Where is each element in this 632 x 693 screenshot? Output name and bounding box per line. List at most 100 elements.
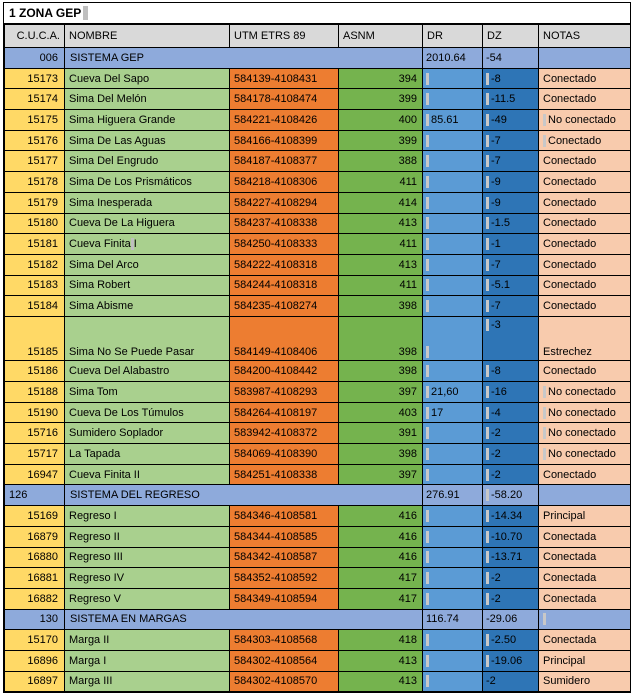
cell-nombre[interactable]: Regreso III [64,546,230,569]
cell-cuca[interactable]: 15170 [4,629,65,651]
cell-asnm[interactable]: 413 [338,212,423,235]
cell-dr[interactable] [422,587,483,610]
cell-notas[interactable]: Conectado [538,360,631,383]
cell-notas[interactable]: Sumidero [538,670,631,693]
cell-cuca[interactable]: 15179 [4,191,65,214]
cell-asnm[interactable]: 399 [338,129,423,152]
cell-utm[interactable]: 584264-4108197 [229,401,339,424]
header-dz[interactable]: DZ [482,24,539,48]
cell-cuca[interactable]: 16881 [4,567,65,589]
cell-asnm[interactable]: 398 [338,443,423,465]
cell-cuca[interactable]: 15180 [4,212,65,235]
cell-dr[interactable]: 276.91 [422,484,483,507]
cell-notas[interactable] [538,608,631,631]
cell-cuca[interactable]: 16879 [4,525,65,548]
cell-notas[interactable]: Conectada [538,567,631,589]
cell-asnm[interactable]: 397 [338,381,423,403]
cell-nombre[interactable]: SISTEMA DEL REGRESO [64,484,423,507]
cell-notas[interactable]: Conectado [538,171,631,193]
cell-utm[interactable]: 584344-4108585 [229,525,339,548]
cell-dz[interactable]: -7 [482,150,539,173]
cell-nombre[interactable]: Sima De Las Aguas [64,129,230,152]
cell-dz[interactable]: -7 [482,253,539,276]
cell-dr[interactable]: 21,60 [422,381,483,403]
cell-utm[interactable]: 584251-4108338 [229,463,339,486]
cell-notas[interactable]: Estrechez [538,315,631,362]
cell-dr[interactable] [422,88,483,111]
cell-asnm[interactable]: 388 [338,150,423,173]
cell-dz[interactable]: -7 [482,129,539,152]
cell-dr[interactable]: 2010.64 [422,47,483,69]
cell-nombre[interactable]: Cueva Del Sapo [64,67,230,90]
cell-notas[interactable]: Conectado [538,212,631,235]
header-asnm[interactable]: ASNM [338,24,423,48]
cell-utm[interactable]: 584069-4108390 [229,443,339,465]
cell-dr[interactable] [422,171,483,193]
cell-nombre[interactable]: Cueva Finita II [64,463,230,486]
cell-utm[interactable]: 584149-4108406 [229,315,339,362]
cell-dz[interactable]: -1.5 [482,212,539,235]
cell-nombre[interactable]: Cueva Finita I [64,233,230,255]
cell-dz[interactable]: -2 [482,422,539,445]
cell-utm[interactable]: 583987-4108293 [229,381,339,403]
cell-notas[interactable]: No conectado [538,381,631,403]
cell-utm[interactable]: 584222-4108318 [229,253,339,276]
cell-nombre[interactable]: Cueva Del Alabastro [64,360,230,383]
cell-notas[interactable]: Conectado [538,191,631,214]
cell-utm[interactable]: 584235-4108274 [229,295,339,317]
cell-nombre[interactable]: Sima Tom [64,381,230,403]
cell-dr[interactable]: 17 [422,401,483,424]
cell-utm[interactable]: 584187-4108377 [229,150,339,173]
cell-utm[interactable]: 584166-4108399 [229,129,339,152]
cell-dz[interactable]: -7 [482,295,539,317]
cell-asnm[interactable]: 417 [338,587,423,610]
cell-dr[interactable] [422,505,483,527]
cell-notas[interactable]: No conectado [538,401,631,424]
cell-cuca[interactable]: 15716 [4,422,65,445]
header-nombre[interactable]: NOMBRE [64,24,230,48]
cell-dr[interactable] [422,253,483,276]
cell-dz[interactable]: -8 [482,360,539,383]
cell-dz[interactable]: -2 [482,587,539,610]
cell-nombre[interactable]: SISTEMA EN MARGAS [64,608,423,631]
cell-cuca[interactable]: 16880 [4,546,65,569]
cell-dz[interactable]: -58.20 [482,484,539,507]
cell-asnm[interactable]: 397 [338,463,423,486]
cell-cuca[interactable]: 15169 [4,505,65,527]
cell-notas[interactable]: Conectada [538,525,631,548]
cell-utm[interactable]: 584218-4108306 [229,171,339,193]
cell-asnm[interactable]: 411 [338,171,423,193]
cell-asnm[interactable]: 399 [338,88,423,111]
cell-dr[interactable] [422,525,483,548]
cell-utm[interactable]: 584346-4108581 [229,505,339,527]
cell-dr[interactable] [422,567,483,589]
cell-cuca[interactable]: 15188 [4,381,65,403]
cell-notas[interactable] [538,484,631,507]
cell-asnm[interactable]: 398 [338,360,423,383]
cell-nombre[interactable]: Sima Inesperada [64,191,230,214]
cell-nombre[interactable]: Regreso IV [64,567,230,589]
cell-dr[interactable] [422,150,483,173]
cell-dr[interactable] [422,546,483,569]
cell-asnm[interactable]: 398 [338,295,423,317]
cell-utm[interactable]: 583942-4108372 [229,422,339,445]
cell-dz[interactable]: -4 [482,401,539,424]
cell-dz[interactable]: -2 [482,463,539,486]
cell-dr[interactable] [422,670,483,693]
cell-dr[interactable] [422,315,483,362]
cell-dz[interactable]: -9 [482,191,539,214]
cell-asnm[interactable]: 416 [338,505,423,527]
cell-nombre[interactable]: Sima Del Engrudo [64,150,230,173]
cell-notas[interactable]: No conectado [538,443,631,465]
cell-dz[interactable]: -49 [482,109,539,131]
header-notas[interactable]: NOTAS [538,24,631,48]
cell-asnm[interactable]: 403 [338,401,423,424]
cell-nombre[interactable]: Cueva De Los Túmulos [64,401,230,424]
cell-nombre[interactable]: Sima Higuera Grande [64,109,230,131]
cell-cuca[interactable]: 130 [4,608,65,631]
cell-notas[interactable]: Principal [538,505,631,527]
cell-dr[interactable] [422,629,483,651]
cell-dr[interactable]: 85.61 [422,109,483,131]
cell-cuca[interactable]: 15173 [4,67,65,90]
cell-asnm[interactable]: 413 [338,670,423,693]
